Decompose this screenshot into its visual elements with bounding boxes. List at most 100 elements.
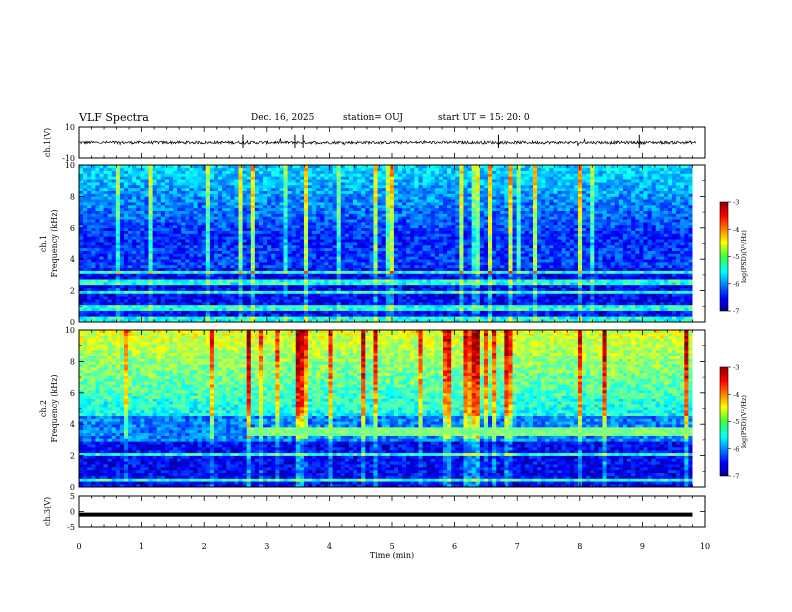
ch1-spectrogram-cell [598,316,603,320]
ch1-spectrogram-cell [246,227,252,231]
ch1-spectrogram-cell [303,302,309,306]
ch1-spectrogram-cell [602,236,607,240]
ch1-spectrogram-cell [91,227,96,231]
ch1-spectrogram-cell [115,233,121,237]
ch1-spectrogram-cell [659,236,665,240]
ch1-spectrogram-cell [479,307,485,311]
ch1-spectrogram-cell [242,279,247,283]
ch1-spectrogram-cell [353,264,358,269]
ch1-spectrogram-cell [512,247,517,251]
ch1-spectrogram-cell [144,304,149,309]
ch1-spectrogram-cell [631,293,636,297]
ch1-spectrogram-cell [512,304,517,309]
ch1-spectrogram-cell [287,287,292,291]
ch1-spectrogram-cell [144,290,149,294]
ch1-spectrogram-cell [618,242,624,246]
ch1-spectrogram-cell [590,279,595,283]
ch1-spectrogram-cell [553,304,558,309]
ch1-spectrogram-cell [107,279,113,283]
ch1-spectrogram-cell [492,230,497,234]
ch1-spectrogram-cell [132,236,137,240]
ch1-spectrogram-cell [136,282,141,286]
ch1-spectrogram-cell [357,242,362,246]
ch1-spectrogram-cell [115,270,121,274]
ch1-spectrogram-cell [353,259,358,263]
ch1-spectrogram-cell [283,316,288,320]
ch1-spectrogram-cell [177,250,182,254]
ch1-spectrogram-cell [627,262,632,266]
ch1-spectrogram-cell [684,276,689,280]
ch1-spectrogram-cell [340,253,346,257]
ch1-spectrogram-cell [136,273,141,277]
ch1-spectrogram-cell [91,264,96,269]
ch1-spectrogram-cell [528,250,534,254]
ch1-spectrogram-cell [451,296,456,300]
ch1-spectrogram-cell [103,313,108,317]
ch1-spectrogram-cell [250,230,256,234]
ch1-spectrogram-cell [684,250,689,254]
ch1-spectrogram-cell [422,279,427,283]
ch1-spectrogram-cell [308,316,313,320]
ch1-spectrogram-cell [594,262,599,266]
ch1-spectrogram-cell [242,299,247,303]
ch1-spectrogram-cell [189,236,194,240]
ch1-spectrogram-cell [516,293,522,297]
ch1-spectrogram-cell [447,247,452,251]
ch1-spectrogram-cell [177,236,182,240]
ch1-spectrogram-cell [508,290,513,294]
ch1-spectrogram-cell [226,230,231,234]
ch1-spectrogram-cell [230,293,235,297]
ch1-spectrogram-cell [684,287,689,291]
ch1-spectrogram-cell [365,304,370,309]
ch1-spectrogram-cell [406,276,411,280]
ch1-spectrogram-cell [336,227,342,231]
ch1-spectrogram-cell [258,304,264,309]
ch1-spectrogram-cell [414,262,419,266]
ch1-spectrogram-cell [422,284,427,289]
ch1-spectrogram-cell [213,239,219,243]
ch1-spectrogram-cell [238,307,243,311]
ch1-spectrogram-cell [467,264,472,269]
ch1-spectrogram-cell [132,302,137,306]
ch1-spectrogram-cell [205,299,211,303]
ch1-spectrogram-cell [267,256,272,260]
ch1-spectrogram-cell [348,282,354,286]
ch1-spectrogram-cell [357,287,362,291]
ch1-spectrogram-cell [688,267,693,271]
ch1-spectrogram-cell [479,276,485,280]
ch1-spectrogram-cell [492,256,497,260]
ch1-spectrogram-cell [115,227,121,231]
ch1-spectrogram-cell [103,264,108,269]
ch1-spectrogram-cell [590,296,595,300]
ch1-spectrogram-cell [271,299,276,303]
ch1-spectrogram-cell [606,310,611,314]
ch1-spectrogram-cell [181,284,186,289]
ch1-spectrogram-cell [467,270,472,274]
ch1-spectrogram-cell [136,250,141,254]
ch1-spectrogram-cell [471,299,477,303]
ch1-spectrogram-cell [361,250,366,254]
ch1-spectrogram-cell [516,270,522,274]
ch1-spectrogram-cell [250,227,256,231]
ch1-spectrogram-cell [512,273,517,277]
ch1-spectrogram-cell [230,244,235,249]
ch1-spectrogram-cell [136,287,141,291]
ch1-spectrogram-cell [295,273,301,277]
ch1-spectrogram-cell [487,304,493,309]
ch1-spectrogram-cell [205,282,211,286]
ch1-spectrogram-cell [123,293,129,297]
ch1-spectrogram-cell [496,282,501,286]
ch1-spectrogram-cell [672,296,677,300]
ch1-spectrogram-cell [275,230,280,234]
ch1-spectrogram-cell [631,302,636,306]
ch1-spectrogram-cell [414,293,419,297]
ch1-spectrogram-cell [283,244,288,249]
ch1-spectrogram-cell [512,302,517,306]
ch1-spectrogram-cell [144,279,149,283]
ch1-spectrogram-cell [573,299,579,303]
ch1-spectrogram-cell [537,313,542,317]
ch1-spectrogram-cell [291,244,297,249]
ch1-spectrogram-cell [205,227,211,231]
ch1-spectrogram-cell [459,296,464,300]
ch1-spectrogram-cell [561,307,566,311]
